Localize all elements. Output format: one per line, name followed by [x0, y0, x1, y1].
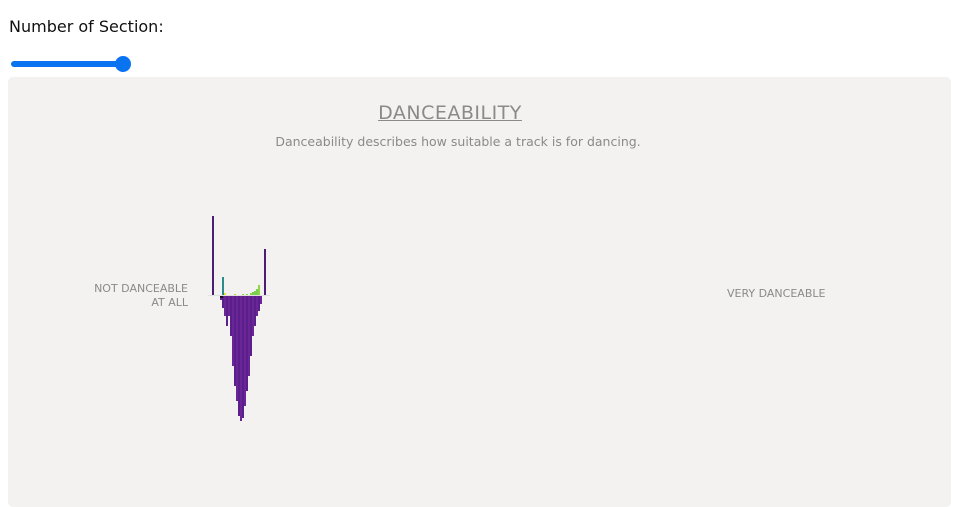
up-bar: [212, 216, 214, 295]
high-end-label: VERY DANCEABLE: [727, 287, 826, 300]
up-bar: [222, 277, 224, 295]
down-bar: [258, 296, 260, 311]
baseline: [208, 295, 270, 296]
section-count-label: Number of Section:: [9, 17, 164, 36]
up-bar: [224, 293, 226, 295]
down-bar: [250, 296, 252, 356]
down-bar: [246, 296, 248, 391]
up-bar: [254, 291, 256, 295]
up-bar: [250, 293, 252, 295]
low-end-label: NOT DANCEABLE AT ALL: [94, 282, 188, 310]
down-bar: [222, 296, 224, 308]
down-bar: [236, 296, 238, 401]
down-bar: [252, 296, 254, 336]
up-bar: [258, 285, 260, 295]
chart-panel: [8, 77, 951, 507]
up-bar: [256, 289, 258, 295]
up-bar: [234, 294, 236, 295]
down-bar-start-mark: [220, 296, 223, 298]
down-bar: [242, 296, 244, 418]
low-end-label-line1: NOT DANCEABLE: [94, 282, 188, 295]
low-end-label-line2: AT ALL: [151, 296, 188, 309]
down-bar: [260, 296, 262, 304]
down-bar: [244, 296, 246, 406]
chart-title: DANCEABILITY: [378, 102, 522, 124]
down-bar: [256, 296, 258, 316]
section-count-slider[interactable]: [11, 56, 131, 72]
down-bar: [234, 296, 236, 386]
down-bar: [232, 296, 234, 366]
up-bar: [264, 249, 266, 295]
up-bar: [252, 292, 254, 295]
down-bar: [238, 296, 240, 416]
slider-thumb[interactable]: [115, 56, 131, 72]
down-bar: [228, 296, 230, 316]
down-bar: [230, 296, 232, 336]
slider-track[interactable]: [11, 61, 123, 67]
down-bar: [254, 296, 256, 326]
down-bar: [224, 296, 226, 316]
up-bar: [246, 294, 248, 295]
down-bar: [248, 296, 250, 376]
down-bar: [226, 296, 228, 326]
chart-subtitle: Danceability describes how suitable a tr…: [275, 134, 641, 149]
up-bar: [242, 294, 244, 295]
down-bar: [240, 296, 242, 421]
